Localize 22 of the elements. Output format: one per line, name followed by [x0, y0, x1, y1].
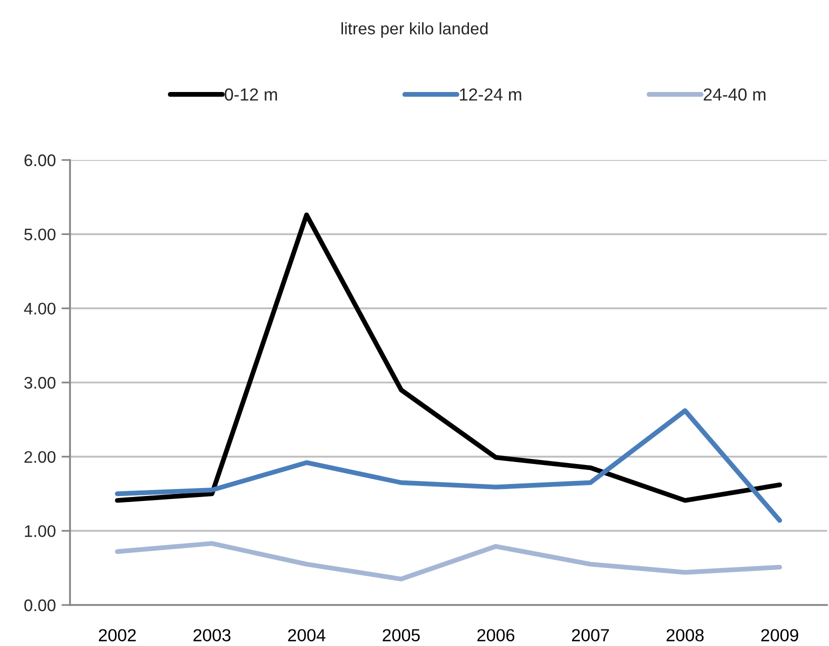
y-tick-label: 0.00: [24, 599, 56, 612]
line-series: [114, 408, 782, 523]
line-series: [114, 541, 782, 582]
legend-label: 12-24 m: [460, 88, 522, 100]
y-tick-label: 1.00: [24, 525, 56, 538]
x-tick-label: 2008: [666, 629, 704, 642]
y-tick-label: 4.00: [24, 302, 56, 315]
y-tick-label: 5.00: [24, 228, 56, 240]
chart-title: litres per kilo landed: [342, 22, 488, 38]
x-tick-label: 2006: [477, 629, 514, 642]
legend-label: 24-40 m: [704, 88, 766, 101]
y-tick-label: 6.00: [24, 154, 56, 166]
x-tick-label: 2005: [382, 629, 420, 642]
x-tick-label: 2002: [98, 629, 136, 642]
x-tick-label: 2007: [572, 629, 609, 642]
x-tick-label: 2004: [288, 629, 326, 642]
legend-label: 0-12 m: [224, 88, 277, 101]
x-tick-label: 2003: [194, 629, 230, 642]
line-series: [114, 212, 782, 503]
y-tick-label: 2.00: [24, 451, 56, 463]
y-tick-label: 3.00: [24, 376, 56, 389]
x-tick-label: 2009: [761, 629, 798, 642]
